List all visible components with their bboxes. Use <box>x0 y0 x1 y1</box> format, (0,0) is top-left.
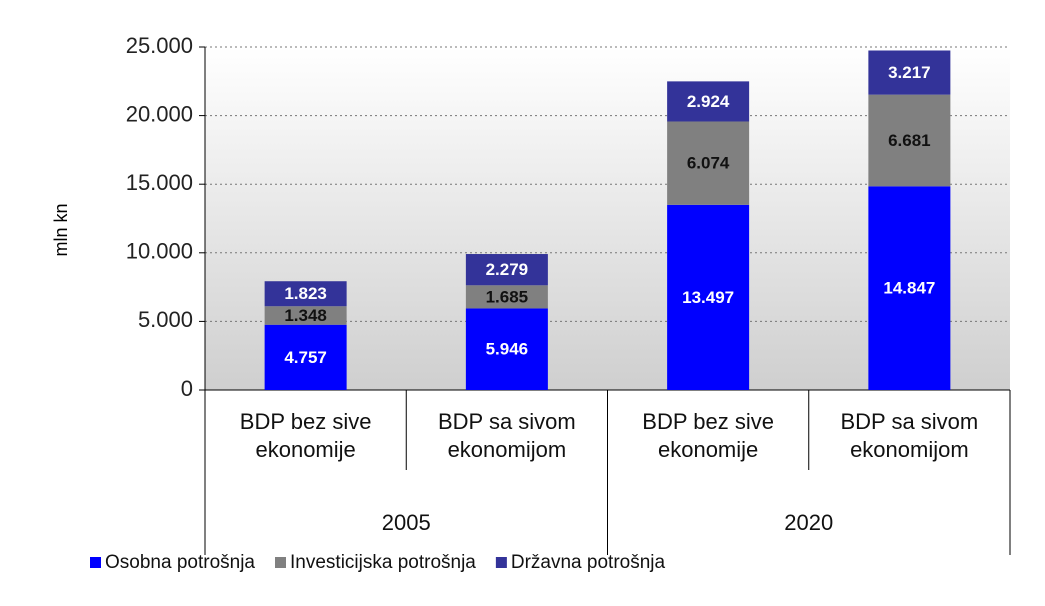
x-tick-label: BDP bez sive ekonomije <box>239 409 372 462</box>
bar-segment <box>667 81 750 122</box>
legend-label: Investicijska potrošnja <box>290 552 476 573</box>
bar-segment <box>868 94 951 187</box>
group-label: 2020 <box>784 510 833 535</box>
y-tick-label: 15.000 <box>126 170 193 195</box>
bar-segment <box>264 306 347 325</box>
bar-segment <box>465 308 548 390</box>
bar-segment <box>868 186 951 390</box>
value-label: 13.497 <box>682 288 734 307</box>
bar-segment <box>264 281 347 307</box>
x-tick-label: BDP sa sivom ekonomijom <box>438 409 576 462</box>
legend-label: Osobna potrošnja <box>105 552 255 573</box>
value-label: 4.757 <box>284 348 327 367</box>
x-tick-label: BDP bez sive ekonomije <box>642 409 774 462</box>
y-tick-label: 25.000 <box>126 33 193 58</box>
y-tick-label: 20.000 <box>126 101 193 126</box>
bar-segment <box>264 324 347 390</box>
bar-segment <box>667 121 750 205</box>
group-label: 2005 <box>382 510 431 535</box>
bar-segment <box>667 204 750 390</box>
legend-swatch <box>495 557 507 568</box>
value-label: 2.279 <box>486 260 529 279</box>
value-label: 6.074 <box>687 154 730 173</box>
y-axis-label: mln kn <box>51 203 71 256</box>
legend-swatch <box>275 557 286 568</box>
value-label: 6.681 <box>888 131 931 150</box>
bar-segment <box>868 50 951 95</box>
y-tick-label: 10.000 <box>126 239 193 264</box>
value-label: 1.823 <box>284 284 327 303</box>
value-label: 14.847 <box>883 279 935 298</box>
y-tick-label: 5.000 <box>138 307 193 332</box>
legend-swatch <box>90 557 101 568</box>
x-tick-label: BDP sa sivom ekonomijom <box>840 409 979 462</box>
value-label: 1.685 <box>486 287 529 306</box>
value-label: 5.946 <box>486 340 529 359</box>
bar-segment <box>465 254 548 286</box>
value-label: 1.348 <box>284 306 327 325</box>
value-label: 2.924 <box>687 92 730 111</box>
legend-label: Državna potrošnja <box>511 552 666 573</box>
value-label: 3.217 <box>888 63 931 82</box>
bar-segment <box>465 285 548 309</box>
y-tick-label: 0 <box>181 376 193 401</box>
